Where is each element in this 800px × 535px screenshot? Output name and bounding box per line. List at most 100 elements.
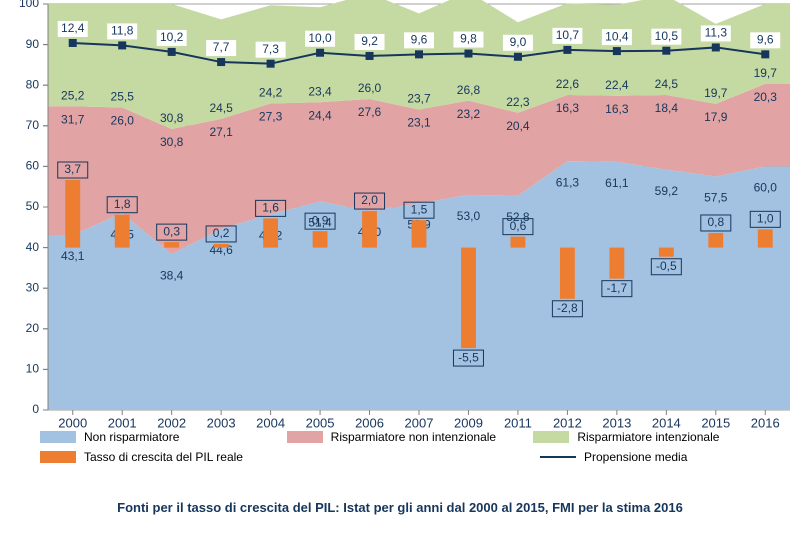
svg-text:0,6: 0,6 (510, 219, 527, 233)
svg-text:90: 90 (26, 37, 40, 51)
legend-label: Tasso di crescita del PIL reale (84, 450, 243, 464)
svg-text:10,0: 10,0 (308, 31, 332, 45)
svg-text:10,7: 10,7 (556, 28, 580, 42)
stacked-area-chart: 0 10 20 30 40 50 60 70 80 90 100 2000 2001 2002 2003 20… (0, 0, 800, 430)
svg-text:0,9: 0,9 (312, 213, 329, 227)
legend-label: Propensione media (584, 450, 687, 464)
svg-text:31,7: 31,7 (61, 112, 85, 126)
svg-text:59,2: 59,2 (655, 184, 679, 198)
svg-text:9,8: 9,8 (460, 32, 477, 46)
svg-text:27,1: 27,1 (209, 125, 233, 139)
svg-text:25,5: 25,5 (111, 90, 135, 104)
svg-text:26,0: 26,0 (358, 81, 382, 95)
legend-line (540, 456, 576, 458)
svg-text:2009: 2009 (454, 415, 483, 430)
svg-text:10,5: 10,5 (655, 29, 679, 43)
svg-text:20,4: 20,4 (506, 119, 530, 133)
svg-text:2013: 2013 (602, 415, 631, 430)
svg-text:9,2: 9,2 (361, 34, 378, 48)
svg-text:20,3: 20,3 (754, 90, 778, 104)
legend-item: Risparmiatore intenzionale (533, 430, 780, 444)
svg-text:53,0: 53,0 (457, 209, 481, 223)
svg-text:-5,5: -5,5 (458, 350, 479, 364)
svg-text:38,4: 38,4 (160, 268, 184, 282)
svg-text:24,5: 24,5 (209, 101, 233, 115)
legend-label: Risparmiatore intenzionale (577, 430, 719, 444)
svg-text:2015: 2015 (701, 415, 730, 430)
legend-item: Non risparmiatore (40, 430, 287, 444)
svg-text:26,0: 26,0 (111, 114, 135, 128)
svg-text:60,0: 60,0 (754, 181, 778, 195)
svg-text:19,7: 19,7 (754, 66, 778, 80)
svg-text:23,7: 23,7 (407, 92, 431, 106)
svg-text:24,5: 24,5 (655, 77, 679, 91)
svg-text:9,6: 9,6 (411, 33, 428, 47)
svg-text:1,0: 1,0 (757, 212, 774, 226)
svg-text:2014: 2014 (652, 415, 681, 430)
svg-text:2002: 2002 (157, 415, 186, 430)
svg-text:7,3: 7,3 (262, 42, 279, 56)
svg-text:-0,5: -0,5 (656, 259, 677, 273)
svg-text:9,0: 9,0 (510, 35, 527, 49)
legend-swatch (533, 431, 569, 443)
svg-text:27,6: 27,6 (358, 105, 382, 119)
svg-text:61,1: 61,1 (605, 176, 629, 190)
svg-text:43,1: 43,1 (61, 249, 85, 263)
svg-text:2000: 2000 (58, 415, 87, 430)
svg-text:7,7: 7,7 (213, 40, 230, 54)
svg-text:10: 10 (26, 362, 40, 376)
svg-text:16,3: 16,3 (605, 102, 629, 116)
svg-text:9,6: 9,6 (757, 33, 774, 47)
svg-text:2005: 2005 (306, 415, 335, 430)
legend-swatch (287, 431, 323, 443)
svg-text:60: 60 (26, 159, 40, 173)
svg-text:25,2: 25,2 (61, 88, 85, 102)
source-note: Fonti per il tasso di crescita del PIL: … (0, 500, 800, 515)
svg-text:0,3: 0,3 (163, 224, 180, 238)
svg-text:16,3: 16,3 (556, 101, 580, 115)
svg-text:22,4: 22,4 (605, 78, 629, 92)
svg-text:24,4: 24,4 (308, 108, 332, 122)
svg-text:2003: 2003 (207, 415, 236, 430)
legend: Non risparmiatore Risparmiatore non inte… (40, 430, 780, 470)
chart-container: 0 10 20 30 40 50 60 70 80 90 100 2000 2001 2002 2003 20… (0, 0, 800, 535)
svg-text:1,8: 1,8 (114, 197, 131, 211)
svg-text:10,4: 10,4 (605, 29, 629, 43)
svg-text:2011: 2011 (504, 415, 532, 430)
legend-item: Risparmiatore non intenzionale (287, 430, 534, 444)
svg-text:30,8: 30,8 (160, 135, 184, 149)
svg-text:2004: 2004 (256, 415, 285, 430)
svg-text:0: 0 (32, 402, 39, 416)
svg-text:2,0: 2,0 (361, 193, 378, 207)
svg-text:11,3: 11,3 (705, 26, 728, 40)
svg-text:2001: 2001 (108, 415, 137, 430)
svg-text:-2,8: -2,8 (557, 301, 578, 315)
svg-text:12,4: 12,4 (61, 21, 85, 35)
svg-text:100: 100 (19, 0, 39, 10)
svg-text:17,9: 17,9 (704, 110, 728, 124)
legend-item: Propensione media (540, 450, 687, 464)
legend-label: Risparmiatore non intenzionale (331, 430, 496, 444)
svg-text:30: 30 (26, 280, 40, 294)
svg-text:80: 80 (26, 77, 40, 91)
svg-text:2012: 2012 (553, 415, 582, 430)
svg-text:22,3: 22,3 (506, 95, 530, 109)
svg-text:22,6: 22,6 (556, 77, 580, 91)
svg-text:23,2: 23,2 (457, 107, 481, 121)
svg-text:40: 40 (26, 240, 40, 254)
svg-text:70: 70 (26, 118, 40, 132)
legend-swatch (40, 431, 76, 443)
svg-text:50: 50 (26, 199, 40, 213)
svg-text:18,4: 18,4 (655, 101, 679, 115)
svg-text:2016: 2016 (751, 415, 780, 430)
svg-text:2006: 2006 (355, 415, 384, 430)
svg-text:57,5: 57,5 (704, 191, 728, 205)
svg-text:61,3: 61,3 (556, 175, 580, 189)
legend-item: Tasso di crescita del PIL reale (40, 450, 290, 464)
svg-text:20: 20 (26, 321, 40, 335)
svg-text:11,8: 11,8 (111, 24, 134, 38)
svg-text:23,4: 23,4 (308, 84, 332, 98)
svg-text:2007: 2007 (405, 415, 434, 430)
svg-text:24,2: 24,2 (259, 86, 283, 100)
svg-text:3,7: 3,7 (64, 162, 81, 176)
